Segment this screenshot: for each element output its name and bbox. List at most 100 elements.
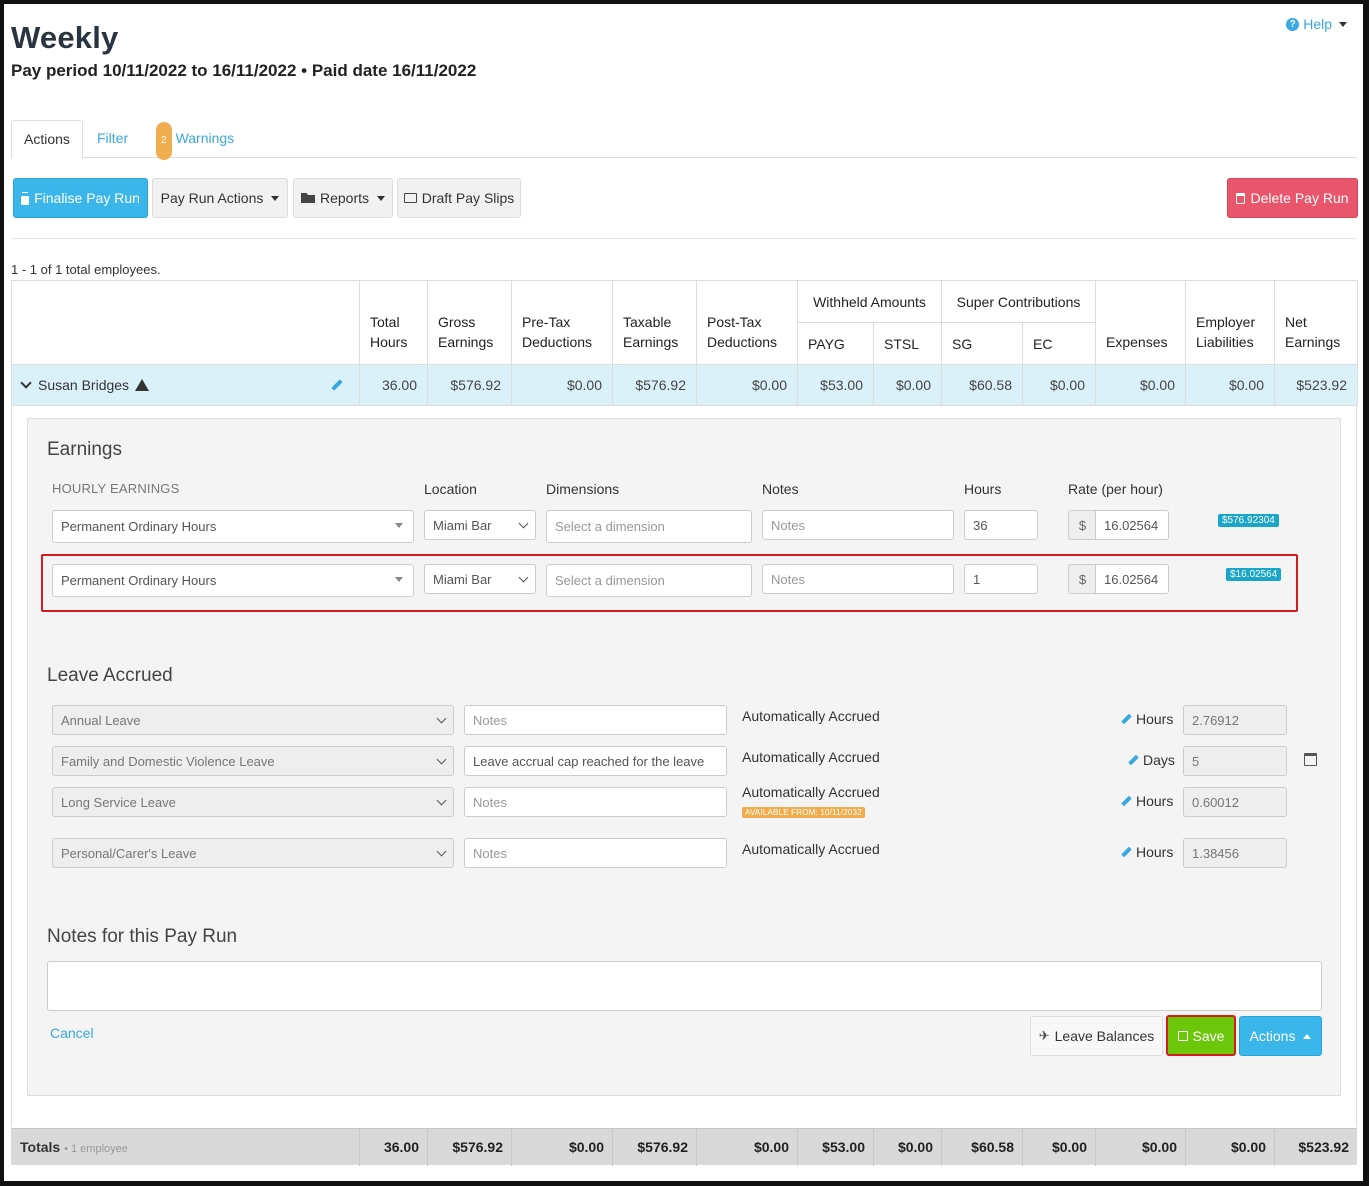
employee-name[interactable]: Susan Bridges	[38, 377, 130, 393]
plane-icon: ✈	[1038, 1028, 1050, 1043]
leave-type-select[interactable]: Long Service Leave	[52, 787, 454, 817]
leave-type-value: Long Service Leave	[61, 794, 176, 810]
employee-name-cell[interactable]: Susan Bridges	[11, 364, 360, 406]
earnings-total-badge: $16.02564	[1226, 568, 1282, 581]
help-label: Help	[1303, 16, 1332, 32]
actions-dropup-button[interactable]: Actions	[1239, 1016, 1322, 1056]
earnings-notes-input[interactable]: Notes	[762, 510, 954, 540]
caret-down-icon	[1339, 21, 1347, 27]
reports-button[interactable]: Reports	[293, 178, 393, 218]
leave-accrued-heading: Leave Accrued	[47, 665, 173, 686]
emp-liabilities: $0.00	[1185, 364, 1275, 406]
warning-icon	[135, 379, 150, 391]
col-payg: PAYG	[797, 322, 874, 365]
leave-type-select[interactable]: Annual Leave	[52, 705, 454, 735]
save-label: Save	[1192, 1027, 1225, 1044]
pay-run-notes-textarea[interactable]	[47, 961, 1322, 1011]
dimension-select[interactable]: Select a dimension	[546, 510, 752, 543]
cancel-link[interactable]: Cancel	[50, 1025, 94, 1041]
leave-unit-toggle[interactable]: Hours	[1121, 711, 1173, 727]
col-post-tax: Post-Tax Deductions	[696, 280, 798, 365]
tab-filter[interactable]: Filter	[97, 130, 129, 146]
leave-unit-toggle[interactable]: Days	[1128, 752, 1175, 768]
leave-balances-label: Leave Balances	[1054, 1028, 1155, 1044]
caret-down-icon	[395, 523, 403, 528]
earnings-notes-input[interactable]: Notes	[762, 564, 954, 594]
rate-input[interactable]: 16.02564	[1095, 510, 1169, 540]
leave-amount-input[interactable]: 2.76912	[1183, 705, 1287, 735]
emp-ec: $0.00	[1022, 364, 1096, 406]
highlighted-earnings-row	[41, 554, 1298, 612]
leave-unit-label: Hours	[1136, 793, 1174, 809]
reports-label: Reports	[319, 190, 370, 206]
employee-row[interactable]: Susan Bridges 36.00 $576.92 $0.00 $576.9…	[11, 364, 1358, 406]
trash-icon	[1236, 192, 1246, 204]
delete-pay-run-button[interactable]: Delete Pay Run	[1227, 178, 1358, 218]
delete-label: Delete Pay Run	[1250, 190, 1349, 206]
hours-input[interactable]: 36	[964, 510, 1038, 540]
pay-run-actions-button[interactable]: Pay Run Actions	[152, 178, 288, 218]
leave-balances-button[interactable]: ✈ Leave Balances	[1030, 1016, 1163, 1056]
emp-stsl: $0.00	[873, 364, 942, 406]
chevron-down-icon[interactable]	[20, 377, 32, 389]
location-select[interactable]: Miami Bar	[424, 510, 536, 540]
employee-detail-wrapper	[11, 405, 1357, 1127]
tab-actions[interactable]: Actions	[11, 120, 83, 159]
emp-total-hours: 36.00	[359, 364, 428, 406]
save-button[interactable]: Save	[1166, 1015, 1236, 1056]
col-employer-liabilities: Employer Liabilities	[1185, 280, 1275, 365]
chevron-down-icon	[436, 754, 447, 765]
folder-open-icon	[300, 193, 315, 203]
leave-amount-input[interactable]: 0.60012	[1183, 787, 1287, 817]
caret-down-icon	[271, 195, 280, 201]
question-icon: ?	[1286, 17, 1300, 31]
leave-notes-input[interactable]: Notes	[464, 838, 727, 868]
rate-label: Rate (per hour)	[1068, 481, 1163, 497]
accrual-status: Automatically Accrued	[742, 841, 880, 857]
leave-type-select[interactable]: Personal/Carer's Leave	[52, 838, 454, 868]
leave-type-select[interactable]: Family and Domestic Violence Leave	[52, 746, 454, 776]
help-menu[interactable]: ? Help	[1286, 16, 1347, 32]
notes-label: Notes	[762, 481, 799, 497]
rate-input[interactable]: 16.02564	[1095, 564, 1169, 594]
finalise-pay-run-button[interactable]: Finalise Pay Run	[13, 178, 148, 218]
pay-run-table: Total Hours Gross Earnings Pre-Tax Deduc…	[11, 280, 1358, 406]
hours-label: Hours	[964, 481, 1002, 497]
earnings-total-badge: $576.92304	[1218, 514, 1279, 527]
leave-type-value: Annual Leave	[61, 712, 141, 728]
location-select[interactable]: Miami Bar	[424, 564, 536, 594]
col-pre-tax: Pre-Tax Deductions	[511, 280, 613, 365]
leave-unit-toggle[interactable]: Hours	[1121, 844, 1173, 860]
leave-notes-input[interactable]: Leave accrual cap reached for the leave	[464, 746, 727, 776]
earnings-type-value: Permanent Ordinary Hours	[61, 519, 217, 534]
tab-warnings[interactable]: 2 Warnings	[144, 120, 246, 160]
hours-input[interactable]: 1	[964, 564, 1038, 594]
leave-amount-input[interactable]: 1.38456	[1183, 838, 1287, 868]
totals-label-cell: Totals • 1 employee	[20, 1129, 128, 1168]
leave-notes-input[interactable]: Notes	[464, 787, 727, 817]
totals-expenses: $0.00	[1095, 1129, 1185, 1166]
leave-notes-input[interactable]: Notes	[464, 705, 727, 735]
draft-pay-slips-label: Draft Pay Slips	[421, 190, 515, 206]
finalise-label: Finalise Pay Run	[34, 190, 140, 206]
edit-pencil-icon	[1128, 754, 1139, 766]
pay-run-notes-heading: Notes for this Pay Run	[47, 926, 238, 947]
col-taxable: Taxable Earnings	[612, 280, 697, 365]
earnings-type-select[interactable]: Permanent Ordinary Hours	[52, 510, 414, 543]
earnings-heading: Earnings	[47, 439, 122, 460]
emp-taxable: $576.92	[612, 364, 697, 406]
leave-unit-toggle[interactable]: Hours	[1121, 793, 1173, 809]
edit-pencil-icon[interactable]	[331, 379, 343, 391]
draft-pay-slips-button[interactable]: Draft Pay Slips	[397, 178, 521, 218]
caret-down-icon	[377, 195, 386, 201]
pay-run-actions-label: Pay Run Actions	[160, 190, 264, 206]
dimension-select[interactable]: Select a dimension	[546, 564, 752, 597]
calendar-icon[interactable]	[1304, 753, 1317, 766]
col-super: Super Contributions	[941, 280, 1096, 323]
emp-sg: $60.58	[941, 364, 1023, 406]
leave-unit-label: Hours	[1136, 711, 1174, 727]
employee-count: 1 - 1 of 1 total employees.	[11, 262, 161, 277]
emp-gross: $576.92	[427, 364, 512, 406]
earnings-type-select[interactable]: Permanent Ordinary Hours	[52, 564, 414, 597]
leave-amount-input[interactable]: 5	[1183, 746, 1287, 776]
